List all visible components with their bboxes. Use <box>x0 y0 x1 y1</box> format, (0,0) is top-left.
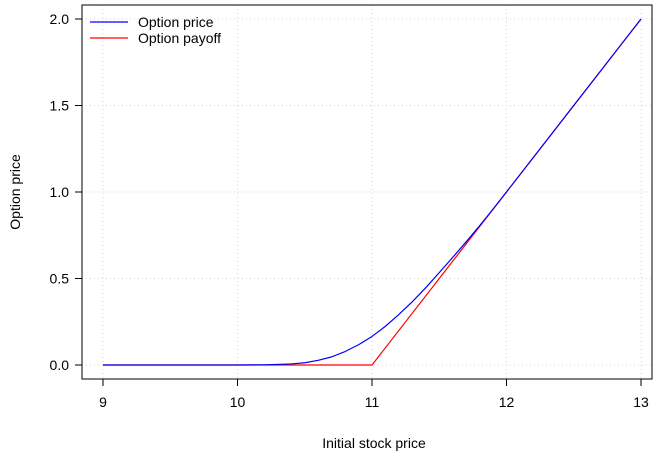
x-tick-label: 13 <box>633 394 649 410</box>
y-axis-label: Option price <box>7 154 23 230</box>
series-line-option-price <box>103 18 642 366</box>
y-tick-label: 0.5 <box>50 271 70 287</box>
y-tick-label: 1.0 <box>50 184 70 200</box>
y-tick-label: 2.0 <box>50 11 70 27</box>
y-tick-label: 1.5 <box>50 98 70 114</box>
x-tick-label: 12 <box>499 394 515 410</box>
x-axis: 9 10 11 12 13 <box>99 379 649 410</box>
x-tick-label: 9 <box>99 394 107 410</box>
x-axis-label: Initial stock price <box>322 435 426 451</box>
legend-label: Option price <box>138 14 214 30</box>
series-group <box>103 18 642 366</box>
y-axis: 0.0 0.5 1.0 1.5 2.0 <box>50 11 82 373</box>
y-tick-label: 0.0 <box>50 357 70 373</box>
x-tick-label: 11 <box>365 394 380 410</box>
x-tick-label: 10 <box>230 394 246 410</box>
legend-label: Option payoff <box>138 30 221 46</box>
